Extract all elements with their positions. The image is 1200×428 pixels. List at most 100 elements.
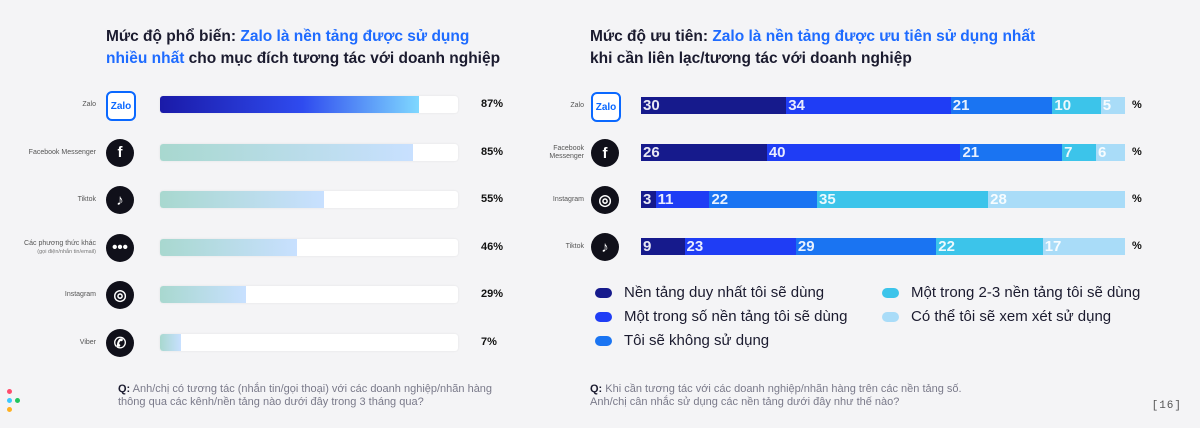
legend-swatch xyxy=(882,287,899,298)
right-question-line1: Khi cần tương tác với các doanh nghiệp/n… xyxy=(602,383,962,395)
bar-segment: 9 xyxy=(641,238,685,255)
bar-segment: 35 xyxy=(817,191,989,208)
bar-segment: 17 xyxy=(1042,238,1125,255)
right-title-highlight: Zalo là nền tảng được ưu tiên sử dụng nh… xyxy=(712,28,1036,45)
row-label-text: Instagram xyxy=(64,291,96,298)
bar-track xyxy=(160,143,458,161)
legend-label: Một trong số nền tảng tôi sẽ dùng xyxy=(624,308,848,325)
zalo-icon: Zalo xyxy=(106,91,136,121)
bar-segment: 3 xyxy=(641,191,656,208)
stacked-bar: 9 23 29 22 17 xyxy=(641,238,1125,255)
left-title-prefix: Mức độ phổ biến: xyxy=(106,28,241,45)
bar-segment: 30 xyxy=(641,97,787,114)
row-label-2: Tiktok xyxy=(10,196,96,204)
legend-label: Nền tảng duy nhất tôi sẽ dùng xyxy=(624,284,825,301)
row-label-2: Instagram xyxy=(552,196,584,203)
bar xyxy=(160,191,324,208)
row-label-4: Instagram xyxy=(10,291,96,299)
stacked-bar: 26 40 21 7 6 xyxy=(641,144,1125,161)
bar xyxy=(160,238,298,256)
facebook-icon: f xyxy=(106,138,134,167)
value-label: 7% xyxy=(481,335,497,348)
legend-item: Một trong 2-3 nền tảng tôi sẽ dùng xyxy=(882,284,1140,301)
bar-segment: 21 xyxy=(950,97,1053,114)
row-label-0: Zalo xyxy=(570,102,584,109)
bar-segment: 11 xyxy=(655,191,710,208)
instagram-icon: ◎ xyxy=(591,186,619,214)
right-title-line2: khi cần liên lạc/tương tác với doanh ngh… xyxy=(590,50,912,67)
row-label-0: Zalo xyxy=(10,101,96,109)
bar-segment: 21 xyxy=(960,144,1063,161)
bar-track xyxy=(160,96,458,113)
bar-track xyxy=(160,238,458,256)
left-question-prefix: Q: xyxy=(118,383,131,395)
bar xyxy=(160,286,247,303)
row-label-text: Tiktok xyxy=(77,196,96,203)
row-label-5: Viber xyxy=(10,339,96,347)
legend-swatch xyxy=(882,311,899,322)
legend-swatch xyxy=(595,311,612,322)
left-question: Q: Anh/chị có tương tác (nhắn tin/gọi th… xyxy=(118,383,548,409)
legend-label: Một trong 2-3 nền tảng tôi sẽ dùng xyxy=(911,284,1141,301)
bar xyxy=(160,96,420,113)
left-title-rest: cho mục đích tương tác với doanh nghiệp xyxy=(184,50,501,67)
left-question-line2: thông qua các kênh/nền tảng nào dưới đây… xyxy=(118,396,424,408)
bar-segment: 26 xyxy=(641,144,767,161)
more-dots-icon: ••• xyxy=(106,233,134,262)
bar-segment: 22 xyxy=(709,191,817,208)
left-question-line1: Anh/chị có tương tác (nhắn tin/gọi thoại… xyxy=(130,383,493,395)
row-label-text: Các phương thức khác xyxy=(24,239,96,247)
value-label: 29% xyxy=(481,288,504,300)
legend-item: Nền tảng duy nhất tôi sẽ dùng xyxy=(595,284,824,301)
left-panel-title: Mức độ phổ biến: Zalo là nền tảng được s… xyxy=(106,26,506,70)
unit-label: % xyxy=(1132,240,1142,252)
bar-segment: 5 xyxy=(1100,97,1125,114)
legend-label: Tôi sẽ không sử dụng xyxy=(624,332,770,349)
unit-label: % xyxy=(1132,193,1142,205)
bar-segment: 29 xyxy=(795,238,937,255)
legend-item: Một trong số nền tảng tôi sẽ dùng xyxy=(595,308,847,325)
value-label: 85% xyxy=(481,145,504,158)
tiktok-icon: ♪ xyxy=(106,186,134,214)
bar-segment: 28 xyxy=(988,191,1125,208)
tiktok-icon: ♪ xyxy=(591,233,619,261)
row-label-text: Zalo xyxy=(82,101,96,108)
legend-item: Có thể tôi sẽ xem xét sử dụng xyxy=(882,308,1111,325)
legend-swatch xyxy=(595,335,612,346)
row-label-text: Facebook Messenger xyxy=(28,148,96,156)
value-label: 46% xyxy=(481,240,504,253)
row-label-1: Facebook Messenger xyxy=(10,149,96,157)
facebook-icon: f xyxy=(591,139,619,167)
right-question: Q: Khi cần tương tác với các doanh nghiệ… xyxy=(590,383,1020,409)
unit-label: % xyxy=(1132,146,1142,158)
bar-segment: 22 xyxy=(936,238,1043,255)
bar-track xyxy=(160,191,458,208)
zalo-icon: Zalo xyxy=(591,92,621,122)
bar-segment: 10 xyxy=(1052,97,1101,114)
viber-icon: ✆ xyxy=(106,328,134,357)
row-sublabel: (gọi điện/nhắn tin/email) xyxy=(37,248,96,255)
bar-segment: 23 xyxy=(684,238,796,255)
bar-segment: 34 xyxy=(786,97,951,114)
bar-track xyxy=(160,286,458,303)
value-label: 55% xyxy=(481,193,504,205)
page-number: [16] xyxy=(1151,400,1182,412)
stacked-bar: 3 11 22 35 28 xyxy=(641,191,1125,208)
unit-label: % xyxy=(1132,99,1142,111)
legend-label: Có thể tôi sẽ xem xét sử dụng xyxy=(911,308,1112,325)
right-question-line2: Anh/chị cân nhắc sử dụng các nền tảng dư… xyxy=(590,396,900,408)
row-label-text: Viber xyxy=(79,338,96,346)
bar xyxy=(160,333,181,351)
legend-item: Tôi sẽ không sử dụng xyxy=(595,332,769,349)
row-label-3: Tiktok xyxy=(565,243,584,250)
legend-swatch xyxy=(595,287,612,298)
row-label-3: Các phương thức khác (gọi điện/nhắn tin/e… xyxy=(10,240,96,256)
right-panel-title: Mức độ ưu tiên: Zalo là nền tảng được ưu… xyxy=(590,26,1090,70)
row-label-1: Facebook Messenger xyxy=(549,145,584,160)
left-title-highlight-1: Zalo là nền tảng được sử dụng xyxy=(240,28,470,45)
right-question-prefix: Q: xyxy=(590,383,603,395)
instagram-icon: ◎ xyxy=(106,281,134,309)
stacked-bar: 30 34 21 10 5 xyxy=(641,97,1125,114)
bar-track xyxy=(160,333,458,351)
bar-segment: 7 xyxy=(1062,144,1096,161)
